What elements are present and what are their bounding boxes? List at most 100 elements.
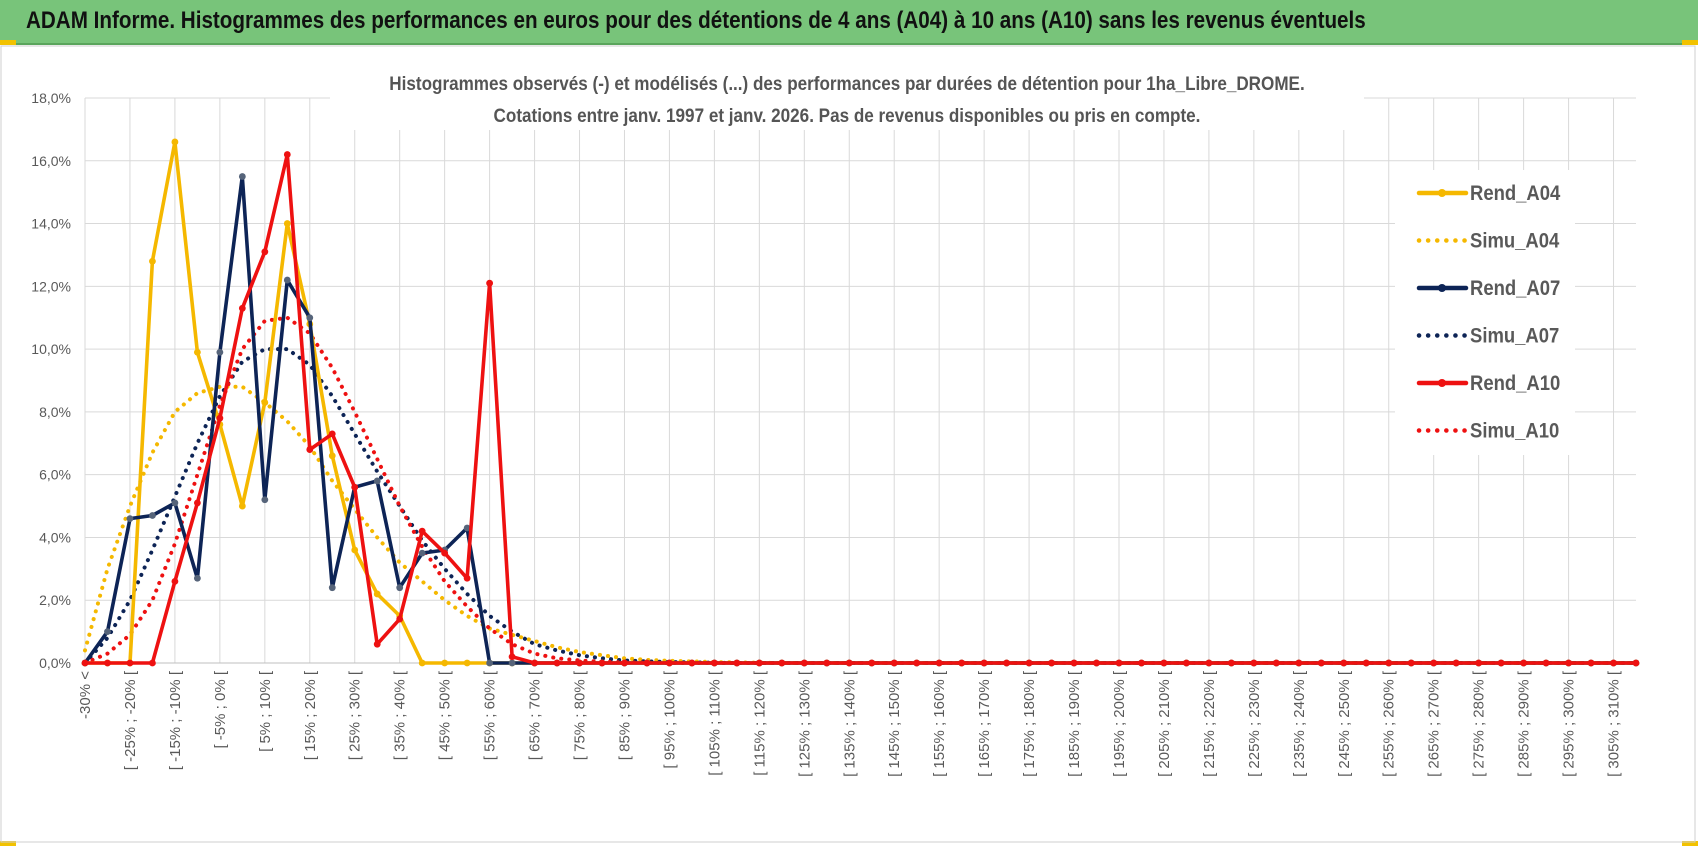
data-point [800,659,808,667]
y-tick-label: 12,0% [31,278,71,294]
data-point [261,248,269,256]
chart-title-line-2: Cotations entre janv. 1997 et janv. 2026… [494,105,1201,126]
data-point [328,452,336,460]
x-tick-label: [ -15% ; -10% [ [167,670,184,770]
x-tick-label: [ 145% ; 150% [ [886,670,903,777]
y-axis-ticks: 0,0% 2,0% 4,0% 6,0% 8,0% 10,0% 12,0% 14,0% 16,0%… [31,90,71,671]
data-point [418,527,426,535]
data-point [463,524,471,532]
data-point [1317,659,1325,667]
x-tick-label: [ 175% ; 180% [ [1021,670,1038,777]
x-tick-label: [ 255% ; 260% [ [1381,670,1398,777]
data-point [1632,659,1640,667]
x-tick-label: [ 125% ; 130% [ [796,670,813,777]
data-point [238,304,246,312]
data-point [1587,659,1595,667]
data-point [171,499,179,507]
data-point [755,659,763,667]
data-point [1407,659,1415,667]
data-point [1003,659,1011,667]
data-point [441,549,449,557]
data-point [238,502,246,510]
x-tick-label: [ 265% ; 270% [ [1426,670,1443,777]
data-point [1520,659,1528,667]
data-point [868,659,876,667]
x-tick-label: -30% < [77,671,94,719]
data-point [418,549,426,557]
x-tick-label: [ 285% ; 290% [ [1516,670,1533,777]
x-tick-label: [ 135% ; 140% [ [841,670,858,777]
y-tick-label: 0,0% [39,655,71,671]
corner-mark-top-right [1682,40,1698,45]
chart-title: Histogrammes observés (-) et modélisés (… [330,64,1364,130]
data-point [351,546,359,554]
x-tick-label: [ 215% ; 220% [ [1201,670,1218,777]
data-point [81,659,89,667]
series-rend-a10 [81,151,1640,667]
series-line [83,152,1638,665]
data-point [171,577,179,585]
x-tick-label: [ 5% ; 10% [ [257,670,274,752]
data-point [666,659,673,667]
data-point [1183,659,1190,667]
data-point [710,659,718,667]
data-point [935,659,943,667]
x-tick-label: [ 295% ; 300% [ [1561,670,1578,777]
x-tick-label: [ 85% ; 90% [ [616,670,633,760]
data-point [283,220,291,227]
data-point [508,653,516,661]
data-point [1138,659,1145,667]
data-point [1205,659,1213,667]
data-point [396,615,404,623]
data-point [104,628,111,636]
x-tick-label: [ 235% ; 240% [ [1291,670,1308,777]
data-point [261,496,269,504]
data-point [418,659,426,667]
x-tick-label: [ 35% ; 40% [ [392,670,409,760]
x-axis-ticks: -30% < [ -25% ; -20% [[ -15% ; -10% [[ -5… [77,670,1623,777]
data-point [598,659,606,667]
data-point [1340,659,1348,667]
data-point [126,659,134,667]
data-point [1497,659,1505,667]
data-point [104,659,111,667]
y-tick-label: 4,0% [39,529,71,545]
data-point [845,659,853,667]
x-tick-label: [ 225% ; 230% [ [1246,670,1263,777]
data-point [1385,659,1393,667]
data-point [1452,659,1460,667]
data-point [193,348,201,356]
legend: Rend_A04 Simu_A04 Rend_A07 Simu_A07 Rend_A10… [1395,170,1575,455]
data-point [980,659,988,667]
data-point [958,659,966,667]
corner-mark-bottom-left [0,841,16,846]
data-point [1250,659,1258,667]
data-point [1475,659,1483,667]
data-point [1160,659,1168,667]
data-point [328,430,336,438]
data-point [553,659,561,667]
data-point [216,414,224,422]
data-point [1610,659,1617,667]
data-point [1048,659,1055,667]
legend-box [1395,170,1575,455]
data-point [1093,659,1100,667]
data-point [913,659,921,667]
x-tick-label: [ 65% ; 70% [ [527,670,544,760]
y-tick-label: 10,0% [31,341,71,357]
x-tick-label: [ 275% ; 280% [ [1471,670,1488,777]
data-point [1295,659,1303,667]
y-tick-label: 6,0% [39,467,71,483]
data-point [351,483,359,491]
x-tick-label: [ 205% ; 210% [ [1156,670,1173,777]
data-point [508,659,516,667]
data-point [1070,659,1078,667]
data-point [306,314,314,322]
x-tick-label: [ 195% ; 200% [ [1111,670,1128,777]
data-point [576,659,583,667]
data-point [463,659,471,667]
data-point [193,499,201,507]
data-point [328,584,336,592]
y-tick-label: 2,0% [39,592,71,608]
